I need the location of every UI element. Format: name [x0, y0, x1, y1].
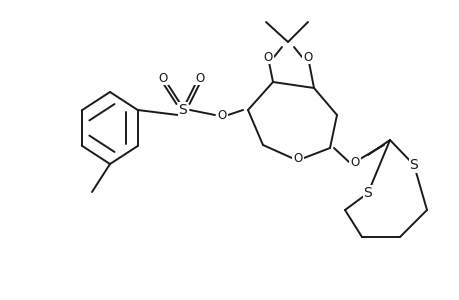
Text: O: O — [158, 71, 167, 85]
Text: S: S — [363, 186, 372, 200]
Text: O: O — [217, 109, 226, 122]
Text: O: O — [350, 155, 359, 169]
Text: O: O — [303, 50, 312, 64]
Text: O: O — [195, 71, 204, 85]
Text: O: O — [263, 50, 272, 64]
Text: S: S — [409, 158, 418, 172]
Text: S: S — [178, 103, 187, 117]
Text: O: O — [293, 152, 302, 164]
